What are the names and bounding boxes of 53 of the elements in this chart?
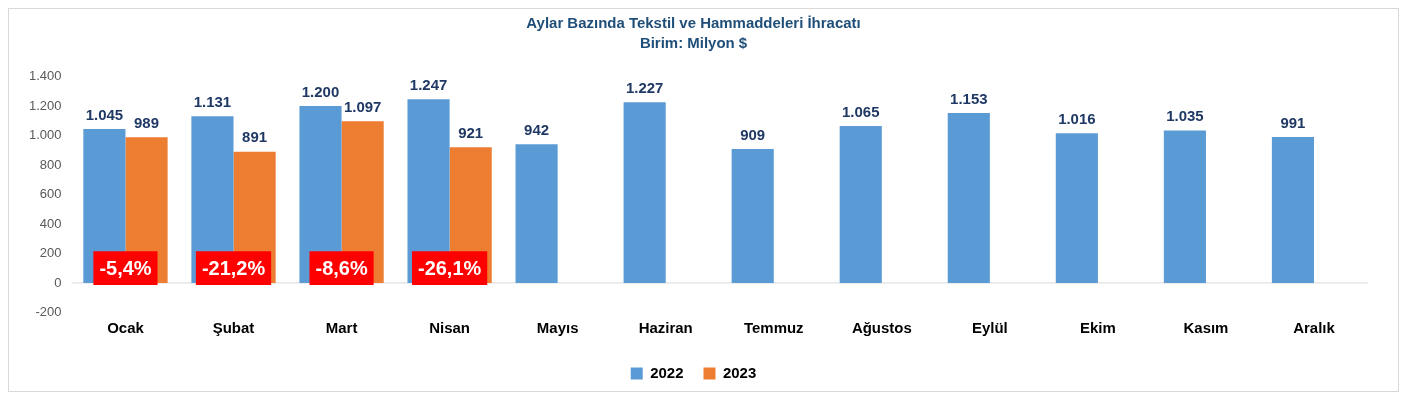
x-tick-label: Kasım	[1183, 319, 1229, 337]
legend-label: 2022	[650, 363, 684, 381]
legend-label: 2023	[722, 363, 757, 381]
data-label: 989	[134, 113, 160, 131]
data-label: 1.016	[1058, 109, 1096, 127]
data-label: 1.200	[301, 82, 340, 100]
chart-subtitle: Birim: Milyon $	[639, 33, 748, 51]
bar	[1163, 130, 1206, 283]
y-tick-label: -200	[35, 303, 62, 319]
y-tick-label: 1.200	[29, 97, 62, 113]
annotation: -26,1%	[418, 256, 482, 279]
data-label: 1.131	[193, 93, 232, 110]
data-label: 1.065	[842, 102, 880, 120]
x-tick-label: Haziran	[638, 319, 693, 337]
x-tick-label: Eylül	[971, 319, 1008, 337]
data-label: 1.045	[85, 105, 124, 123]
y-tick-label: 800	[39, 156, 62, 172]
data-label: 1.247	[409, 75, 448, 93]
bar	[623, 102, 666, 283]
bar	[1055, 133, 1098, 283]
x-tick-label: Nisan	[429, 319, 470, 337]
x-tick-label: Ağustos	[851, 319, 912, 337]
bar	[947, 113, 990, 283]
bar	[839, 126, 882, 283]
x-tick-label: Ocak	[107, 319, 145, 337]
y-tick-label: 1.400	[29, 68, 62, 84]
data-label: 921	[458, 123, 484, 141]
y-tick-label: 1.000	[29, 127, 62, 143]
x-tick-label: Temmuz	[743, 319, 804, 337]
data-label: 1.227	[625, 78, 664, 96]
bar	[731, 149, 774, 283]
bar	[515, 144, 558, 283]
x-tick-label: Mayıs	[536, 319, 579, 337]
data-label: 942	[524, 120, 550, 138]
x-tick-label: Şubat	[212, 319, 255, 337]
chart-title: Aylar Bazında Tekstil ve Hammaddeleri İhracatı	[526, 14, 861, 32]
y-tick-label: 400	[39, 215, 62, 231]
x-tick-label: Aralık	[1293, 319, 1336, 337]
y-tick-label: 200	[39, 245, 62, 261]
bar	[1271, 136, 1315, 283]
data-label: 1.035	[1166, 107, 1204, 125]
annotation: -5,4%	[99, 256, 152, 279]
data-label: 891	[242, 128, 268, 146]
y-tick-label: 600	[39, 186, 62, 202]
data-label: 1.097	[343, 98, 382, 115]
y-tick-label: 0	[54, 274, 62, 290]
x-tick-label: Ekim	[1080, 319, 1116, 337]
data-label: 991	[1280, 113, 1306, 131]
data-label: 909	[740, 125, 766, 143]
x-tick-label: Mart	[325, 319, 358, 337]
data-label: 1.153	[950, 89, 988, 107]
annotation: -8,6%	[315, 256, 368, 279]
annotation: -21,2%	[201, 256, 266, 279]
